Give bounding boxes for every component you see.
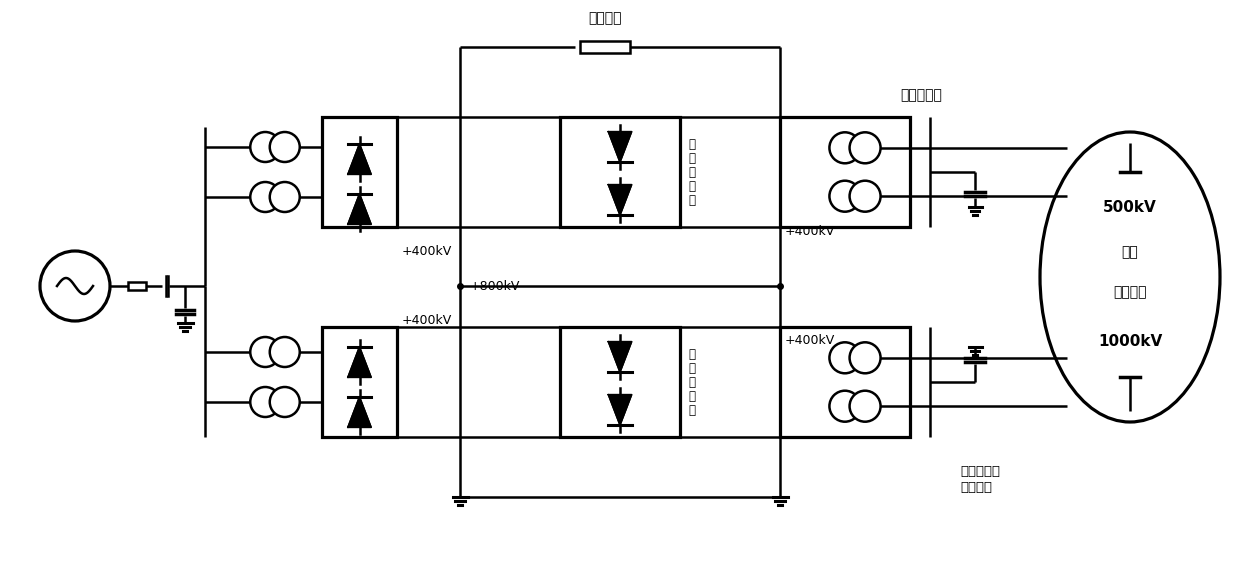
Bar xyxy=(560,117,680,227)
Text: 受端: 受端 xyxy=(1122,245,1138,259)
Circle shape xyxy=(270,182,300,212)
Circle shape xyxy=(270,337,300,367)
Text: 滤波与无功
补偿装置: 滤波与无功 补偿装置 xyxy=(960,465,999,494)
Bar xyxy=(780,117,910,227)
Polygon shape xyxy=(347,396,371,427)
Circle shape xyxy=(830,181,861,212)
Circle shape xyxy=(270,132,300,162)
Text: 高
端
逆
变
器: 高 端 逆 变 器 xyxy=(688,137,694,206)
Bar xyxy=(322,327,397,437)
Circle shape xyxy=(830,132,861,163)
Circle shape xyxy=(849,391,880,422)
Circle shape xyxy=(250,387,280,417)
Circle shape xyxy=(40,251,110,321)
Polygon shape xyxy=(609,341,631,372)
Text: +800kV: +800kV xyxy=(470,280,521,292)
Bar xyxy=(560,327,680,437)
Bar xyxy=(322,117,397,227)
Polygon shape xyxy=(609,185,631,216)
Circle shape xyxy=(830,342,861,374)
Bar xyxy=(580,41,630,53)
Circle shape xyxy=(849,132,880,163)
Polygon shape xyxy=(347,144,371,174)
Text: +400kV: +400kV xyxy=(785,335,836,348)
Bar xyxy=(780,327,910,437)
Text: 换流变压器: 换流变压器 xyxy=(900,88,942,102)
Text: 低
端
逆
变
器: 低 端 逆 变 器 xyxy=(688,348,694,416)
Text: 500kV: 500kV xyxy=(1104,200,1157,214)
Polygon shape xyxy=(609,395,631,426)
Circle shape xyxy=(250,132,280,162)
Circle shape xyxy=(250,337,280,367)
Text: +400kV: +400kV xyxy=(402,315,453,328)
Circle shape xyxy=(849,342,880,374)
Text: +400kV: +400kV xyxy=(402,244,453,257)
Circle shape xyxy=(270,387,300,417)
Polygon shape xyxy=(347,193,371,224)
Text: +400kV: +400kV xyxy=(785,224,836,237)
Text: 1000kV: 1000kV xyxy=(1097,335,1162,349)
Circle shape xyxy=(830,391,861,422)
Polygon shape xyxy=(609,132,631,162)
Circle shape xyxy=(849,181,880,212)
Text: 直流线路: 直流线路 xyxy=(588,11,621,25)
Text: 交流电网: 交流电网 xyxy=(1114,285,1147,299)
Bar xyxy=(128,282,146,290)
Polygon shape xyxy=(347,347,371,378)
Circle shape xyxy=(250,182,280,212)
Ellipse shape xyxy=(1040,132,1220,422)
